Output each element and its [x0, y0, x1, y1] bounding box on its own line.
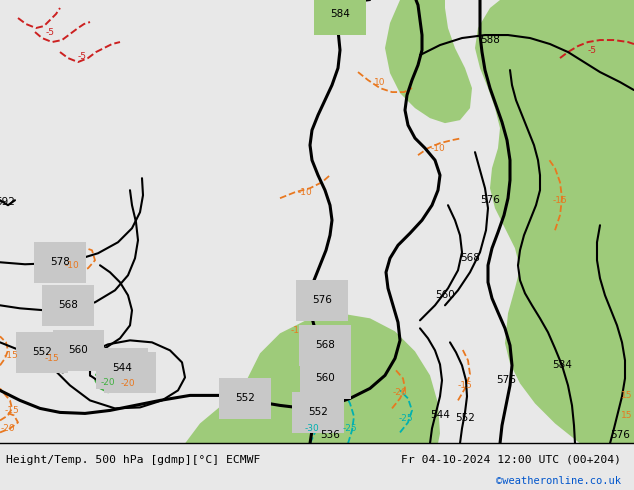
Text: ©weatheronline.co.uk: ©weatheronline.co.uk — [496, 476, 621, 486]
Text: 584: 584 — [552, 360, 572, 370]
Text: 10: 10 — [374, 77, 385, 87]
Text: 584: 584 — [330, 9, 350, 19]
Text: -10: -10 — [297, 188, 313, 196]
Text: 568: 568 — [58, 300, 78, 310]
Text: -20: -20 — [101, 378, 115, 387]
Text: 15: 15 — [621, 391, 632, 400]
Text: 544: 544 — [430, 411, 450, 420]
Text: Height/Temp. 500 hPa [gdmp][°C] ECMWF: Height/Temp. 500 hPa [gdmp][°C] ECMWF — [6, 455, 261, 465]
Text: 536: 536 — [320, 430, 340, 441]
Text: -15: -15 — [5, 406, 20, 415]
Text: 552: 552 — [235, 393, 255, 403]
Text: -5: -5 — [46, 27, 55, 37]
Polygon shape — [185, 355, 420, 443]
Text: -10: -10 — [430, 144, 445, 153]
Polygon shape — [230, 313, 440, 443]
Text: 576: 576 — [496, 375, 516, 386]
Text: -30: -30 — [304, 424, 320, 433]
Text: -25: -25 — [343, 424, 358, 433]
Text: 578: 578 — [50, 257, 70, 267]
Text: 576: 576 — [312, 295, 332, 305]
Text: -20: -20 — [392, 388, 407, 397]
Text: -20: -20 — [120, 379, 135, 388]
Text: Fr 04-10-2024 12:00 UTC (00+204): Fr 04-10-2024 12:00 UTC (00+204) — [401, 455, 621, 465]
Text: -15: -15 — [4, 351, 19, 360]
Text: 568: 568 — [315, 341, 335, 350]
Text: -10: -10 — [65, 261, 79, 270]
Text: 15: 15 — [621, 411, 632, 420]
Text: 552: 552 — [120, 368, 140, 377]
Text: -15: -15 — [44, 354, 60, 363]
Text: 560: 560 — [315, 373, 335, 383]
Text: 552: 552 — [455, 414, 475, 423]
Text: -15: -15 — [553, 196, 567, 205]
Text: 560: 560 — [68, 345, 88, 355]
Text: -5: -5 — [588, 46, 597, 54]
Text: 592: 592 — [0, 197, 15, 207]
Polygon shape — [475, 0, 634, 443]
Text: 560: 560 — [435, 290, 455, 300]
Text: -1: -1 — [290, 326, 299, 335]
Polygon shape — [385, 0, 472, 123]
Text: 588: 588 — [480, 35, 500, 45]
Text: -5: -5 — [77, 51, 86, 61]
Text: 568: 568 — [460, 253, 480, 263]
Text: 544: 544 — [112, 364, 132, 373]
Text: -25: -25 — [399, 414, 413, 423]
Text: -20: -20 — [1, 424, 15, 433]
Text: 576: 576 — [480, 195, 500, 205]
Text: -15: -15 — [458, 381, 472, 390]
Text: 552: 552 — [308, 407, 328, 417]
Text: 552: 552 — [32, 347, 52, 357]
Text: 576: 576 — [610, 430, 630, 441]
